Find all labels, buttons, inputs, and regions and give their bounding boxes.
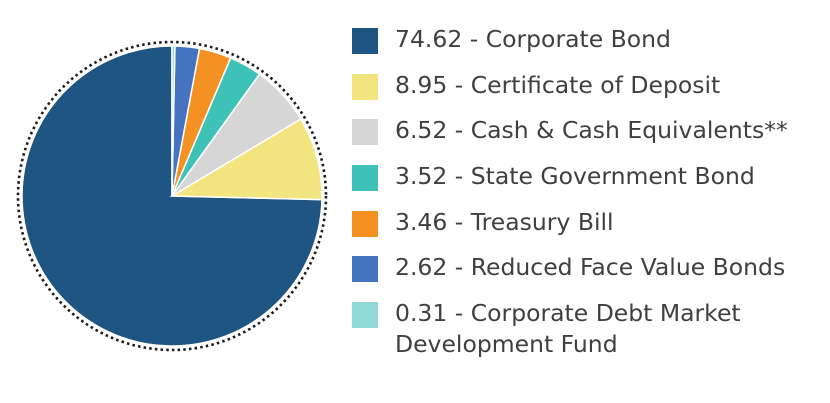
legend-swatch-0	[352, 28, 378, 54]
legend-label-2: 6.52 - Cash & Cash Equivalents**	[395, 116, 788, 145]
legend-item-0: 74.62 - Corporate Bond	[352, 24, 828, 70]
legend-swatch-4	[352, 210, 378, 237]
legend-label-5: 2.62 - Reduced Face Value Bonds	[395, 253, 786, 282]
legend-label-4: 3.46 - Treasury Bill	[395, 207, 614, 236]
legend-item-6: 0.31 - Corporate Debt Market Development…	[352, 298, 828, 358]
pie-slice-1	[169, 118, 323, 201]
legend-item-3: 3.52 - State Government Bond	[352, 161, 828, 207]
legend-label-6: 0.31 - Corporate Debt Market Development…	[395, 299, 741, 359]
legend-swatch-1	[352, 73, 378, 100]
pie-dotted-border	[16, 40, 328, 352]
legend-swatch-6	[352, 302, 378, 329]
legend-label-3: 3.52 - State Government Bond	[395, 162, 755, 191]
legend-item-5: 2.62 - Reduced Face Value Bonds	[352, 252, 828, 298]
legend-swatch-2	[352, 119, 378, 146]
legend-label-0: 74.62 - Corporate Bond	[395, 25, 671, 53]
pie-slice-6	[171, 45, 176, 197]
legend-item-2: 6.52 - Cash & Cash Equivalents**	[352, 115, 828, 161]
legend-item-1: 8.95 - Certificate of Deposit	[352, 70, 828, 116]
pie-chart	[16, 40, 328, 352]
legend-label-1: 8.95 - Certificate of Deposit	[395, 70, 721, 99]
legend-swatch-3	[352, 165, 378, 192]
pie-slices	[21, 45, 323, 347]
legend: 74.62 - Corporate Bond 8.95 - Certificate…	[352, 24, 828, 358]
legend-swatch-5	[352, 256, 378, 283]
legend-item-4: 3.46 - Treasury Bill	[352, 207, 828, 253]
